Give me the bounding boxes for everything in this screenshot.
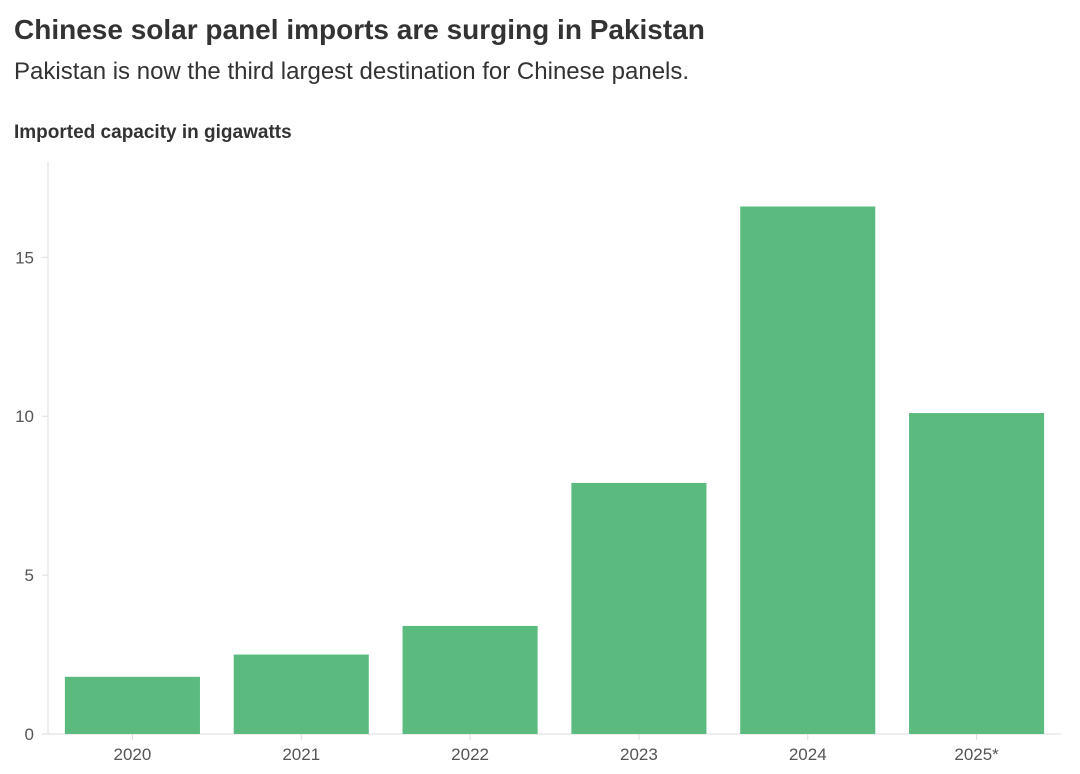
chart-title: Chinese solar panel imports are surging … xyxy=(14,14,705,45)
chart-axes xyxy=(42,162,1061,740)
y-tick-label: 10 xyxy=(15,407,34,426)
chart-bars xyxy=(64,206,1045,734)
y-tick-label: 5 xyxy=(25,566,34,585)
y-axis-label: Imported capacity in gigawatts xyxy=(14,122,292,143)
x-tick-label: 2022 xyxy=(451,745,489,764)
bar-2020 xyxy=(64,676,200,734)
bar-2025 xyxy=(909,413,1045,734)
x-tick-label: 2023 xyxy=(620,745,658,764)
bar-2022 xyxy=(402,625,538,734)
x-tick-label: 2025* xyxy=(954,745,999,764)
bar-2024 xyxy=(740,206,876,734)
chart-tick-labels: 0 5 10 15 2020 2021 2022 2023 2024 2025* xyxy=(15,248,999,764)
bar-2021 xyxy=(233,654,369,734)
x-tick-label: 2024 xyxy=(789,745,827,764)
y-tick-label: 15 xyxy=(15,248,34,267)
bar-2023 xyxy=(571,482,707,734)
chart-subtitle: Pakistan is now the third largest destin… xyxy=(14,58,690,85)
x-tick-label: 2020 xyxy=(114,745,152,764)
y-tick-label: 0 xyxy=(25,725,34,744)
x-tick-label: 2021 xyxy=(282,745,320,764)
